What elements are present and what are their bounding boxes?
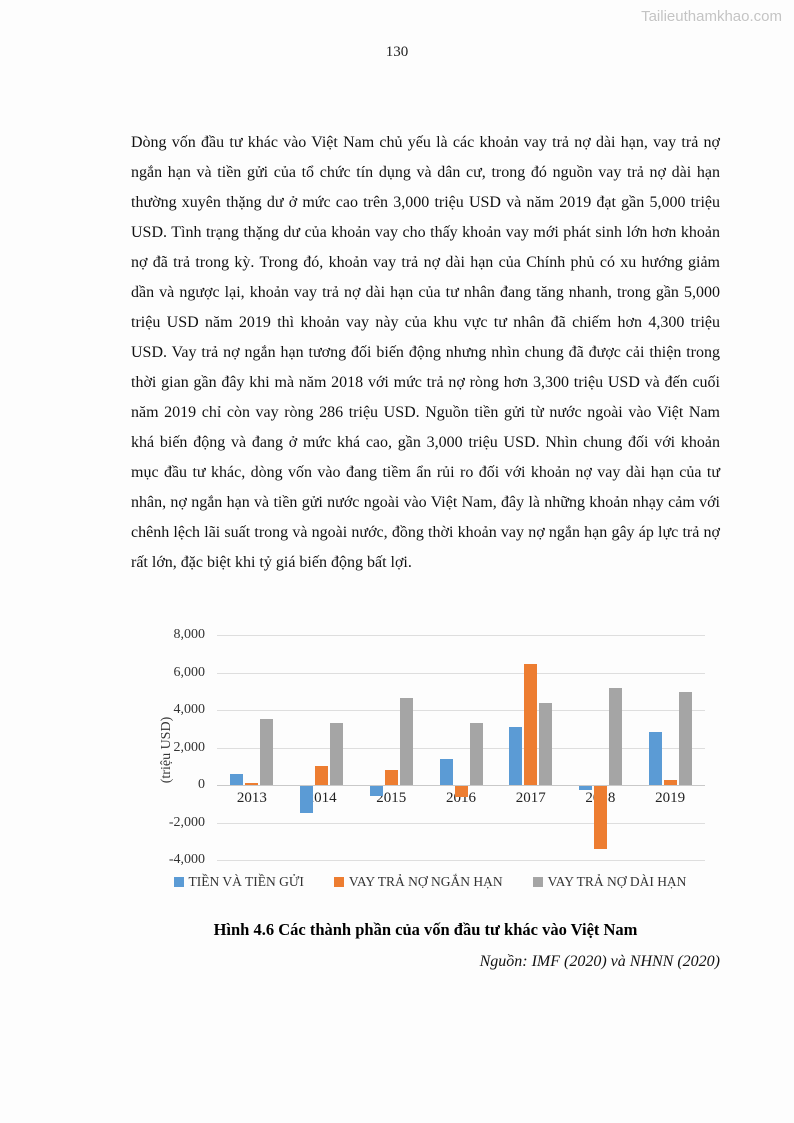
y-tick-label: 0 (198, 777, 205, 792)
x-axis-category-label: 2015 (376, 790, 407, 806)
gridline (217, 635, 705, 636)
legend-swatch-icon (173, 877, 184, 887)
bar-series1-2018 (578, 786, 592, 790)
bar-series2-2016 (454, 786, 468, 798)
body-paragraph: Dòng vốn đầu tư khác vào Việt Nam chủ yế… (131, 134, 720, 571)
bar-series2-2018 (593, 786, 607, 849)
bar-series1-2019 (648, 731, 662, 785)
legend-label: TIỀN VÀ TIỀN GỬI (188, 874, 304, 889)
legend-swatch-icon (333, 877, 344, 887)
bar-series3-2015 (399, 697, 413, 785)
x-axis-category-label: 2014 (306, 790, 337, 806)
bar-chart: (triệu USD) 8,000 6,000 4,000 2,000 0 -2,000-… (0, 622, 794, 872)
watermark: Tailieuthamkhao.com (641, 8, 782, 25)
page-number: 130 (385, 44, 409, 60)
bar-series3-2017 (539, 702, 553, 785)
bar-series2-2019 (663, 779, 677, 785)
bar-series1-2015 (369, 786, 383, 797)
bar-series2-2013 (245, 783, 259, 785)
x-axis-line (217, 785, 705, 786)
bar-series1-2013 (230, 773, 244, 785)
figure-source: Nguồn: IMF (2020) và NHNN (2020) (479, 953, 720, 970)
bar-series2-2015 (384, 770, 398, 785)
gridline (217, 710, 705, 711)
x-axis-category-label: 2016 (446, 790, 476, 806)
y-tick-label: 4,000 (173, 702, 206, 717)
legend-label: VAY TRẢ NỢ NGẮN HẠN (348, 874, 503, 889)
gridline (217, 822, 705, 824)
bar-series1-2017 (509, 726, 523, 785)
bar-series3-2018 (608, 687, 622, 785)
figure-4-6: (triệu USD) 8,000 6,000 4,000 2,000 0 -2,000-… (0, 622, 794, 1122)
x-axis-category-label: 2019 (655, 790, 686, 806)
legend-item: TIỀN VÀ TIỀN GỬI (173, 874, 304, 890)
bar-series2-2017 (524, 664, 538, 785)
legend-item: VAY TRẢ NỢ DÀI HẠN (532, 874, 687, 890)
x-axis-category-label: 2017 (515, 790, 546, 806)
bar-series3-2014 (330, 723, 344, 785)
chart-plot-area: 2013201420152016201720182019 (217, 635, 705, 861)
gridline (217, 860, 705, 861)
gridline (217, 747, 705, 749)
x-axis-category-label: 2013 (236, 790, 267, 806)
legend-swatch-icon (532, 877, 543, 887)
y-tick-label: -4,000 (168, 852, 205, 867)
bar-series2-2014 (315, 765, 329, 785)
chart-legend: TIỀN VÀ TIỀN GỬI VAY TRẢ NỢ NGẮN HẠN VAY T… (155, 874, 705, 890)
bar-series1-2016 (439, 758, 453, 785)
bar-series3-2016 (469, 722, 483, 785)
y-tick-label: 2,000 (173, 739, 206, 755)
y-tick-label: -2,000 (168, 814, 205, 830)
legend-label: VAY TRẢ NỢ DÀI HẠN (547, 874, 687, 889)
bar-series1-2014 (300, 786, 314, 814)
figure-caption: Hình 4.6 Các thành phần của vốn đầu tư k… (213, 920, 638, 939)
y-tick-label: 6,000 (173, 664, 206, 680)
gridline (217, 672, 705, 674)
y-tick-label: 8,000 (173, 627, 206, 642)
bar-series3-2013 (260, 719, 274, 785)
bar-series3-2019 (678, 692, 692, 785)
legend-item: VAY TRẢ NỢ NGẮN HẠN (333, 874, 503, 890)
